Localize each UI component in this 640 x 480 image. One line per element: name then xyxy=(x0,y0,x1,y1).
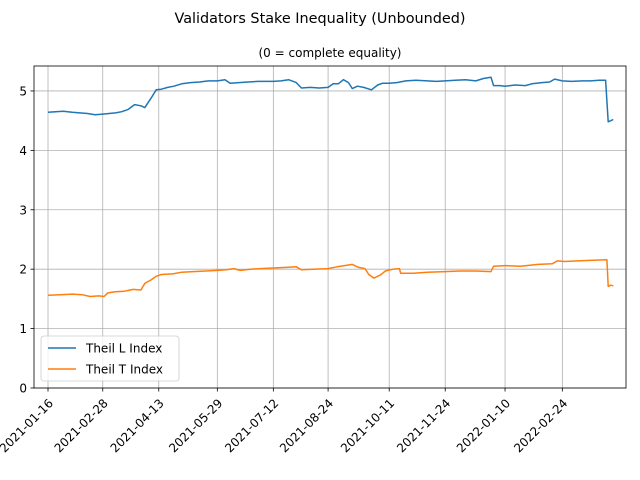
y-tick-label: 0 xyxy=(19,382,27,396)
y-tick-label: 4 xyxy=(19,144,27,158)
series-line-theil-t xyxy=(47,258,614,298)
series-line-theil-l xyxy=(47,76,614,123)
y-axis: 0 1 2 3 4 5 xyxy=(19,84,34,396)
legend: Theil L Index Theil T Index xyxy=(40,335,180,382)
y-tick-label: 5 xyxy=(19,84,27,98)
legend-label: Theil T Index xyxy=(85,363,163,377)
y-tick-label: 1 xyxy=(19,322,27,336)
series-layer xyxy=(47,76,614,298)
grid-layer xyxy=(34,66,626,389)
y-tick-label: 2 xyxy=(19,263,27,277)
plot-frame xyxy=(33,65,627,389)
chart-title: Validators Stake Inequality (Unbounded) xyxy=(175,11,466,27)
legend-label: Theil L Index xyxy=(85,342,162,356)
chart-subtitle: (0 = complete equality) xyxy=(259,46,402,60)
y-tick-label: 3 xyxy=(19,203,27,217)
